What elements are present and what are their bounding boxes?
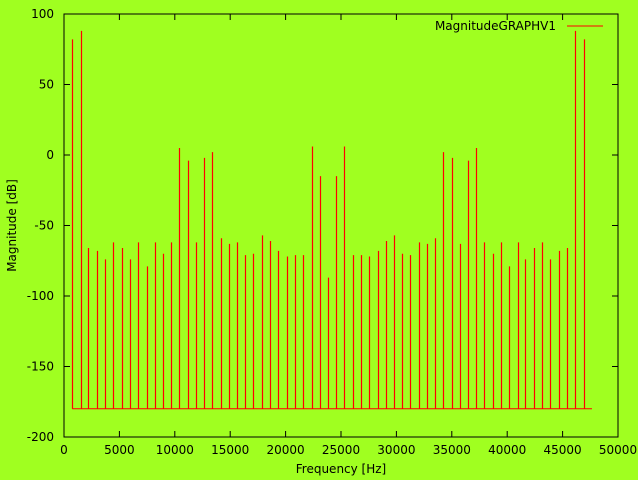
y-tick-label: -150 bbox=[27, 360, 54, 374]
x-tick-label: 0 bbox=[60, 443, 68, 457]
y-tick-label: -100 bbox=[27, 289, 54, 303]
legend-label: MagnitudeGRAPHV1 bbox=[435, 19, 556, 33]
y-tick-label: 50 bbox=[39, 78, 54, 92]
y-axis-title: Magnitude [dB] bbox=[5, 179, 19, 272]
x-tick-label: 45000 bbox=[544, 443, 582, 457]
x-tick-label: 50000 bbox=[599, 443, 637, 457]
x-tick-label: 15000 bbox=[211, 443, 249, 457]
y-tick-label: -50 bbox=[34, 219, 54, 233]
y-tick-label: -200 bbox=[27, 430, 54, 444]
x-tick-label: 40000 bbox=[488, 443, 526, 457]
axis-ticks: 0 5000 10000 15000 20000 25000 30000 35000 40000… bbox=[27, 7, 637, 457]
series-group bbox=[71, 30, 592, 410]
x-tick-label: 30000 bbox=[377, 443, 415, 457]
y-tick-label: 0 bbox=[46, 148, 54, 162]
x-tick-label: 25000 bbox=[322, 443, 360, 457]
y-tick-label: 100 bbox=[31, 7, 54, 21]
x-tick-label: 20000 bbox=[267, 443, 305, 457]
x-tick-label: 35000 bbox=[433, 443, 471, 457]
x-tick-label: 5000 bbox=[104, 443, 135, 457]
x-tick-label: 10000 bbox=[156, 443, 194, 457]
x-axis-title: Frequency [Hz] bbox=[296, 462, 387, 476]
